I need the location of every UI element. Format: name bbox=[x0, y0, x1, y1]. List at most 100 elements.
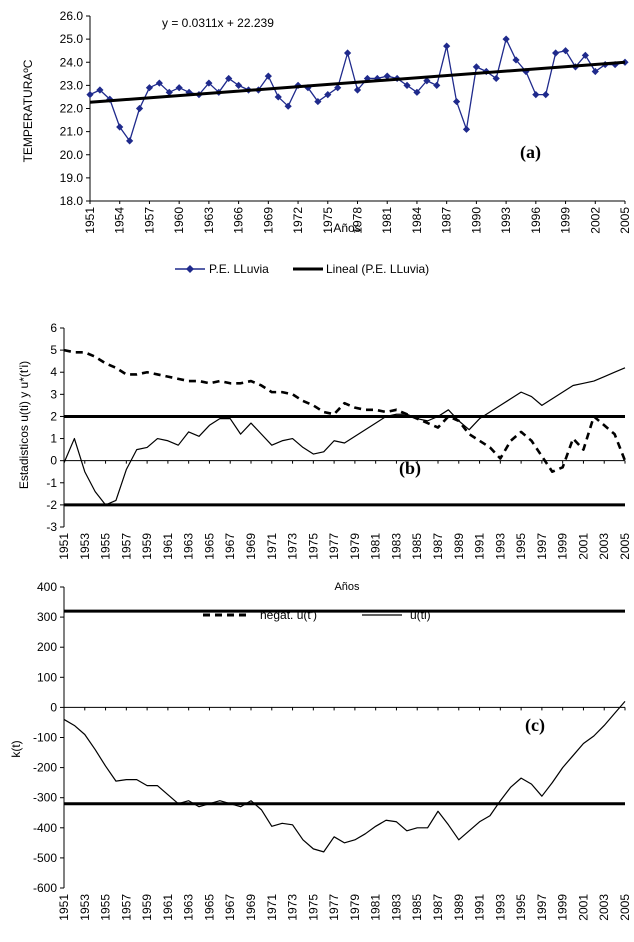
panel-c-y-tick-label: -400 bbox=[33, 821, 57, 835]
panel-b-x-tick-label: 1969 bbox=[244, 533, 258, 560]
panel-b-y-tick-label: 6 bbox=[50, 321, 57, 335]
panel-a-data-point bbox=[334, 84, 342, 92]
panel-b-x-tick-label: 1995 bbox=[514, 533, 528, 560]
panel-c-x-tick-label: 1955 bbox=[99, 894, 113, 921]
panel-c-x-tick-label: 2005 bbox=[618, 894, 632, 921]
panel-a-y-tick-label: 25.0 bbox=[60, 32, 84, 46]
panel-b-x-tick-label: 1967 bbox=[223, 533, 237, 560]
panel-a-xlabel: Años bbox=[333, 221, 360, 235]
panel-c-x-tick-label: 1951 bbox=[57, 894, 71, 921]
panel-a-data-point bbox=[314, 97, 322, 106]
panel-a-x-tick-label: 1963 bbox=[202, 207, 216, 234]
panel-b-x-tick-label: 1955 bbox=[99, 533, 113, 560]
panel-b-series-line-2 bbox=[63, 367, 626, 506]
panel-b-x-tick-label: 1997 bbox=[535, 533, 549, 560]
panel-c-x-tick-label: 1989 bbox=[452, 894, 466, 921]
panel-c-label: (c) bbox=[525, 715, 545, 736]
panel-a-data-point bbox=[502, 35, 510, 43]
panel-b-x-tick-label: 1973 bbox=[286, 533, 300, 560]
panel-c-x-tick-label: 1997 bbox=[535, 894, 549, 921]
panel-c-x-tick-label: 1963 bbox=[182, 894, 196, 921]
panel-a-data-point bbox=[423, 77, 431, 85]
panel-c-x-tick-label: 1987 bbox=[431, 894, 445, 921]
panel-b-legend: negat. u(t') u(ti) bbox=[203, 608, 431, 622]
panel-b-x-tick-label: 1961 bbox=[161, 533, 175, 560]
panel-b-y-tick-label: 0 bbox=[50, 454, 57, 468]
panel-b-x-tick-label: 1959 bbox=[140, 533, 154, 560]
panel-a-data-point bbox=[155, 79, 163, 87]
panel-b-label: (b) bbox=[399, 458, 421, 479]
panel-a-data-point bbox=[116, 123, 124, 131]
panel-a-data-point bbox=[284, 102, 292, 110]
panel-b-x-tick-label: 1951 bbox=[57, 533, 71, 560]
panel-b-x-tick-label: 1991 bbox=[473, 533, 487, 560]
panel-b-x-tick-label: 2001 bbox=[576, 533, 590, 560]
panel-b-x-tick-label: 2003 bbox=[597, 533, 611, 560]
panel-a-data-point bbox=[452, 97, 461, 106]
panel-c-x-tick-label: 1953 bbox=[78, 894, 92, 921]
panel-c-x-tick-label: 1973 bbox=[286, 894, 300, 921]
panel-a-trend-line bbox=[89, 60, 626, 104]
panel-b-xlabel: Años bbox=[334, 581, 360, 593]
panel-c-y-tick-label: 300 bbox=[37, 610, 57, 624]
panel-a-x-tick-label: 1987 bbox=[440, 207, 454, 234]
panel-a-data-point bbox=[581, 51, 589, 59]
panel-a-x-tick-label: 1972 bbox=[291, 207, 305, 234]
panel-c-x-tick-label: 1993 bbox=[493, 894, 507, 921]
panel-b-y-tick-label: 5 bbox=[50, 343, 57, 357]
panel-b-x-tick-label: 1985 bbox=[410, 533, 424, 560]
panel-a-data-point bbox=[542, 91, 550, 99]
panel-b-x-tick-label: 1953 bbox=[78, 533, 92, 560]
panel-b-x-tick-label: 1963 bbox=[182, 533, 196, 560]
panel-a-x-tick-label: 1954 bbox=[113, 207, 127, 234]
panel-c-x-tick-label: 1975 bbox=[306, 894, 320, 921]
panel-c-x-tick-label: 1999 bbox=[556, 894, 570, 921]
panel-b-x-tick-label: 1989 bbox=[452, 533, 466, 560]
panel-c-y-tick-label: -300 bbox=[33, 791, 57, 805]
panel-a-data-point bbox=[492, 74, 500, 83]
panel-b-y-tick-label: -3 bbox=[46, 520, 57, 534]
panel-b-x-tick-label: 1999 bbox=[556, 533, 570, 560]
panel-b-y-tick-label: 1 bbox=[50, 432, 57, 446]
panel-c-x-tick-label: 2003 bbox=[597, 894, 611, 921]
panel-a-data-point bbox=[264, 72, 272, 80]
panel-a-y-tick-label: 22.0 bbox=[60, 102, 84, 116]
panel-c-x-tick-label: 1979 bbox=[348, 894, 362, 921]
panel-a-data-point bbox=[324, 91, 332, 99]
panel-a-equation: y = 0.0311x + 22.239 bbox=[162, 16, 274, 30]
panel-c-x-tick-label: 1965 bbox=[202, 894, 216, 921]
panel-a-label: (a) bbox=[520, 142, 541, 163]
panel-c-x-tick-label: 1959 bbox=[140, 894, 154, 921]
panel-b-x-tick-label: 1957 bbox=[119, 533, 133, 560]
panel-a-x-tick-label: 1990 bbox=[469, 207, 483, 234]
panel-a-data-point bbox=[145, 84, 154, 92]
panel-a-data-point bbox=[462, 125, 471, 133]
panel-a-data-point bbox=[591, 67, 599, 76]
panel-b-x-tick-label: 1975 bbox=[306, 533, 320, 560]
panel-a-data-point bbox=[304, 84, 312, 92]
panel-a-y-tick-label: 18.0 bbox=[60, 194, 84, 208]
panel-a-data-point bbox=[353, 86, 362, 94]
panel-a-y-tick-label: 19.0 bbox=[60, 171, 84, 185]
panel-c-x-tick-label: 1991 bbox=[473, 894, 487, 921]
panel-c-x-tick-label: 1971 bbox=[265, 894, 279, 921]
panel-a-x-tick-label: 1999 bbox=[559, 207, 573, 234]
panel-a-y-tick-label: 20.0 bbox=[60, 148, 84, 162]
panel-a-data-point bbox=[383, 72, 391, 80]
legend-b-dashed-label: negat. u(t') bbox=[260, 608, 317, 622]
panel-a-data-point bbox=[552, 49, 560, 57]
panel-c-x-tick-label: 1995 bbox=[514, 894, 528, 921]
panel-c-y-tick-label: 100 bbox=[37, 670, 57, 684]
panel-b-y-tick-label: 3 bbox=[50, 387, 57, 401]
panel-a-data-point bbox=[443, 42, 451, 50]
panel-a-y-tick-label: 23.0 bbox=[60, 78, 84, 92]
panel-b-x-tick-label: 1983 bbox=[389, 533, 403, 560]
panel-a-x-tick-label: 1951 bbox=[83, 207, 97, 234]
panel-a-data-point bbox=[532, 91, 540, 99]
panel-a-y-tick-label: 26.0 bbox=[60, 9, 84, 23]
panel-c-x-tick-label: 1985 bbox=[410, 894, 424, 921]
panel-b-x-tick-label: 1977 bbox=[327, 533, 341, 560]
panel-b-chart: -3 -2 -1 0 1 2 3 4 5 6 1951 1953 1955 1957 1959 1961 196… bbox=[46, 321, 632, 560]
panel-b-x-tick-label: 1987 bbox=[431, 533, 445, 560]
